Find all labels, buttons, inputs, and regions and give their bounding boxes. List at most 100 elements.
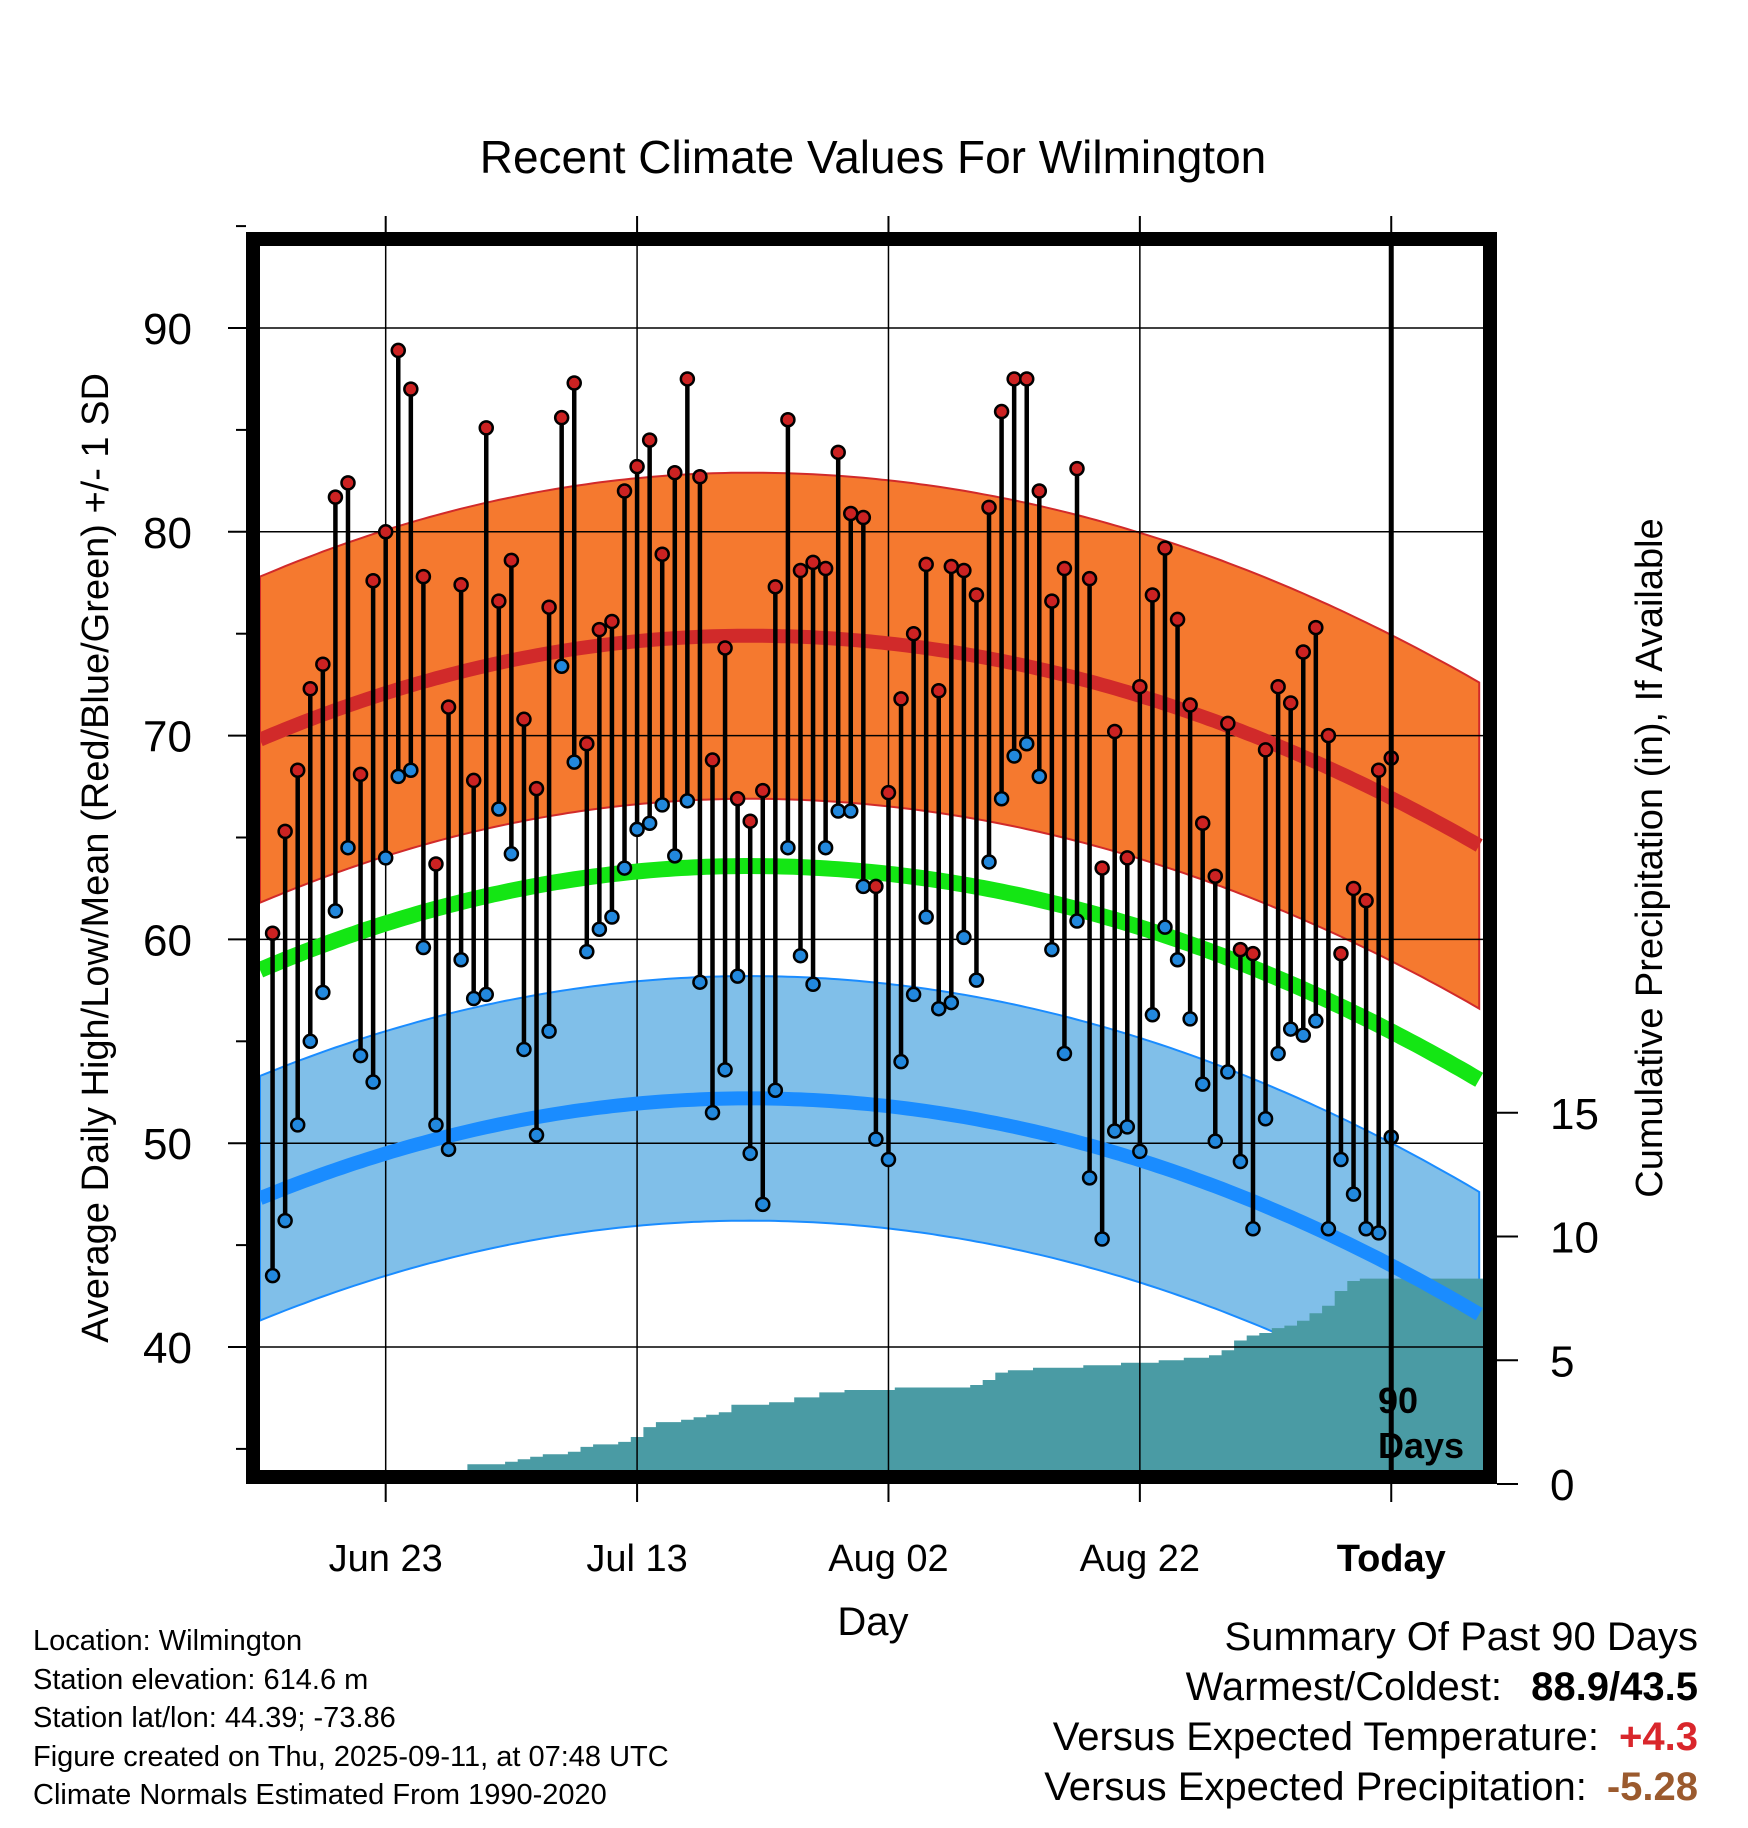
normal-high-sd-band <box>260 471 1481 1011</box>
daily-low-point <box>277 1212 293 1229</box>
daily-low-point <box>654 797 670 813</box>
daily-high-point <box>830 444 846 461</box>
daily-low-point <box>792 947 809 964</box>
daily-low-point <box>1194 1076 1211 1092</box>
daily-low-point <box>1220 1064 1236 1080</box>
daily-low-point <box>1270 1045 1286 1062</box>
daily-high-point <box>1207 868 1224 884</box>
daily-high-point <box>1232 941 1249 958</box>
daily-high-point <box>755 782 771 799</box>
daily-high-point <box>579 736 595 752</box>
daily-high-point <box>315 656 331 673</box>
daily-high-point <box>805 554 821 571</box>
warmest-coldest-label: Warmest/Coldest: <box>1185 1665 1502 1709</box>
cumulative-precip-area <box>467 1278 1483 1470</box>
daily-low-point <box>1333 1151 1349 1168</box>
daily-high-point <box>352 766 369 783</box>
x-tick-label: Aug 22 <box>1080 1538 1200 1580</box>
daily-high-point <box>1220 715 1236 732</box>
daily-high-point <box>541 599 557 615</box>
daily-low-point <box>1094 1231 1110 1247</box>
daily-low-point <box>503 846 520 862</box>
daily-low-point <box>679 793 696 809</box>
daily-high-point <box>717 640 733 656</box>
daily-high-point <box>1018 371 1035 387</box>
daily-low-point <box>742 1145 758 1162</box>
daily-low-point <box>755 1196 771 1213</box>
daily-low-point <box>717 1062 733 1078</box>
y-axis-label-right: Cumulative Precipitation (in), If Availa… <box>1629 518 1671 1197</box>
daily-low-point <box>1069 913 1085 929</box>
daily-high-point <box>1194 815 1211 831</box>
daily-high-point <box>1358 892 1374 909</box>
daily-low-point <box>641 815 658 831</box>
daily-low-point <box>1056 1045 1073 1062</box>
daily-high-point <box>302 680 319 697</box>
daily-high-point <box>968 587 985 603</box>
daily-low-point <box>377 850 394 866</box>
daily-high-point <box>692 469 708 485</box>
daily-low-point <box>478 986 494 1003</box>
daily-high-point <box>1069 460 1085 477</box>
daily-high-point <box>792 562 809 579</box>
daily-low-point <box>893 1053 909 1070</box>
daily-low-point <box>428 1117 444 1133</box>
daily-high-point <box>1333 945 1349 962</box>
daily-low-point <box>981 854 997 870</box>
daily-high-point <box>893 691 909 707</box>
daily-high-point <box>1119 850 1136 866</box>
daily-low-point <box>1345 1186 1362 1202</box>
daily-high-point <box>667 464 683 481</box>
y-tick-label-right: 5 <box>1550 1337 1574 1386</box>
elevation-line: Station elevation: 614.6 m <box>33 1663 369 1696</box>
daily-high-point <box>1044 593 1060 609</box>
daily-high-point <box>1295 644 1312 660</box>
daily-low-point <box>264 1267 281 1284</box>
daily-high-point <box>616 483 633 499</box>
daily-low-point <box>943 994 960 1011</box>
daily-low-point <box>289 1117 306 1133</box>
daily-high-point <box>1144 587 1161 603</box>
daily-low-point <box>1044 941 1060 958</box>
daily-high-point <box>440 699 457 715</box>
daily-high-point <box>566 375 582 391</box>
daily-low-point <box>1320 1221 1337 1237</box>
daily-high-point <box>1157 540 1173 556</box>
daily-high-point <box>453 577 469 593</box>
daily-low-point <box>516 1041 532 1058</box>
daily-low-point <box>767 1082 784 1098</box>
daily-low-point <box>1308 1013 1324 1029</box>
daily-low-point <box>1207 1133 1224 1149</box>
y-tick-label-left: 90 <box>143 305 192 354</box>
daily-low-point <box>365 1074 381 1090</box>
daily-low-point <box>905 986 922 1003</box>
temp-anomaly-row: Versus Expected Temperature: +4.3 <box>1044 1712 1698 1762</box>
daily-high-point <box>742 813 758 829</box>
daily-low-point <box>993 791 1010 807</box>
daily-low-point <box>1132 1143 1148 1160</box>
daily-high-point <box>403 381 419 397</box>
daily-low-point <box>855 878 872 895</box>
daily-high-point <box>365 572 381 589</box>
daily-low-point <box>930 1000 947 1017</box>
daily-high-point <box>1257 742 1274 758</box>
daily-low-point <box>302 1033 319 1050</box>
precip-anomaly-row: Versus Expected Precipitation: -5.28 <box>1044 1762 1698 1812</box>
daily-low-point <box>968 972 985 988</box>
daily-low-point <box>415 939 432 956</box>
daily-high-point <box>956 562 972 579</box>
summary-heading: Summary Of Past 90 Days <box>1224 1615 1698 1659</box>
daily-low-point <box>327 903 344 919</box>
daily-low-point <box>1282 1021 1299 1037</box>
daily-high-point <box>855 509 872 526</box>
daily-high-point <box>843 505 859 522</box>
plot-frame <box>246 232 1497 1484</box>
daily-low-point <box>1169 952 1186 968</box>
daily-high-point <box>1182 697 1198 713</box>
daily-high-point <box>780 411 796 428</box>
daily-low-point <box>390 768 407 785</box>
daily-low-point <box>566 754 582 770</box>
normals-line: Climate Normals Estimated From 1990-2020 <box>33 1779 607 1811</box>
daily-low-point <box>1018 736 1035 752</box>
daily-low-point <box>315 984 331 1001</box>
